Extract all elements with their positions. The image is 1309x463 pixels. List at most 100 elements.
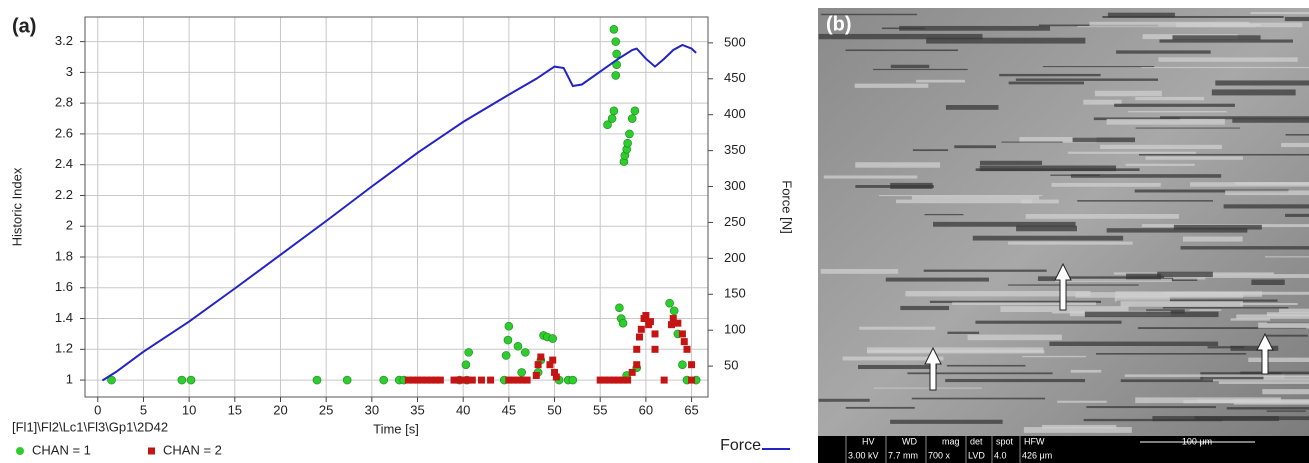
fiber — [952, 302, 1097, 305]
point — [532, 371, 540, 379]
fiber — [1120, 301, 1243, 307]
fiber — [1067, 151, 1197, 154]
fiber — [1100, 144, 1222, 150]
point — [667, 321, 675, 329]
point — [612, 49, 621, 59]
x-tick-label: 65 — [684, 402, 698, 417]
legend-label: CHAN = 1 — [32, 442, 91, 457]
fiber — [1107, 12, 1175, 18]
point — [342, 375, 352, 385]
y-tick-label: 2.6 — [55, 125, 73, 140]
fiber — [1025, 214, 1179, 219]
arrow — [1256, 332, 1274, 375]
fiber — [947, 331, 980, 334]
fiber — [1158, 57, 1298, 62]
fiber — [972, 235, 1124, 241]
fiber — [867, 349, 1045, 354]
fiber — [1164, 291, 1309, 295]
point — [504, 321, 514, 331]
fiber — [1160, 116, 1309, 120]
fiber — [1190, 182, 1309, 187]
y2-tick-label: 100 — [724, 322, 746, 337]
panel-label: (b) — [826, 13, 852, 35]
point — [603, 120, 612, 129]
fiber — [1116, 299, 1278, 302]
point — [688, 361, 696, 369]
point — [637, 325, 645, 333]
point — [635, 333, 643, 341]
fiber — [842, 356, 944, 361]
fiber — [1114, 103, 1235, 107]
y-tick-label: 2.4 — [55, 156, 73, 171]
fiber — [1089, 21, 1250, 26]
fiber — [1021, 199, 1059, 204]
point — [607, 114, 617, 123]
fiber — [1124, 374, 1309, 377]
point — [627, 114, 637, 123]
point — [651, 330, 659, 338]
point — [611, 71, 621, 80]
x-tick-label: 30 — [365, 402, 379, 417]
x-tick-label: 0 — [94, 402, 101, 417]
fiber — [1180, 246, 1309, 250]
fiber — [946, 364, 1026, 367]
x-tick-label: 20 — [273, 402, 287, 417]
y-tick-label: 2.2 — [55, 187, 73, 202]
point — [660, 376, 668, 384]
fiber — [1213, 23, 1261, 27]
force-line — [101, 43, 697, 382]
fiber — [1281, 142, 1309, 148]
arrows — [924, 262, 1274, 391]
point — [619, 376, 627, 384]
point — [623, 138, 632, 148]
sem-image: (b) 100 μm HV 3.00 kV WD 7.7 mm mag 700 x det L… — [818, 8, 1309, 463]
fiber — [1106, 118, 1225, 125]
y2-tick-label: 250 — [724, 214, 746, 229]
fiber — [879, 195, 1043, 197]
fiber — [890, 419, 1003, 424]
fiber — [1070, 369, 1102, 373]
fiber — [1022, 355, 1087, 358]
fiber — [1173, 224, 1262, 230]
fiber — [1145, 156, 1243, 160]
fiber — [1152, 416, 1279, 422]
point — [601, 376, 609, 384]
fiber — [818, 398, 870, 402]
fiber — [1182, 236, 1243, 242]
fiber — [1207, 346, 1245, 349]
point — [646, 318, 654, 326]
fiber — [979, 160, 1042, 165]
info-bar-background — [818, 436, 1309, 463]
fiber — [1236, 314, 1309, 319]
x-tick-label: 50 — [547, 402, 561, 417]
fiber — [1200, 375, 1264, 380]
fiber — [1049, 341, 1219, 346]
fiber — [1135, 127, 1241, 129]
fiber — [911, 397, 1046, 400]
scale-bar-label: 100 μm — [1182, 436, 1212, 446]
info-header: det — [970, 436, 983, 446]
point — [548, 334, 558, 343]
fiber — [1016, 225, 1077, 232]
fiber — [1239, 303, 1298, 306]
y-tick-label: 1.2 — [55, 341, 73, 356]
fiber — [1019, 137, 1097, 143]
point — [517, 368, 526, 377]
fiber — [1225, 190, 1309, 196]
point — [464, 376, 472, 384]
fiber — [1077, 26, 1256, 28]
x-tick-label: 15 — [228, 402, 242, 417]
point — [519, 376, 527, 384]
fiber — [1284, 16, 1309, 22]
fiber — [896, 199, 1033, 204]
fiber — [1042, 424, 1117, 429]
fiber — [1023, 427, 1132, 433]
y2-tick-label: 150 — [724, 286, 746, 301]
fiber — [900, 305, 950, 311]
fiber — [899, 25, 1051, 31]
fiber — [1120, 379, 1214, 383]
fiber — [1251, 279, 1285, 286]
x-tick-label: 60 — [639, 402, 653, 417]
point — [487, 376, 495, 384]
y-tick-label: 1 — [66, 372, 73, 387]
